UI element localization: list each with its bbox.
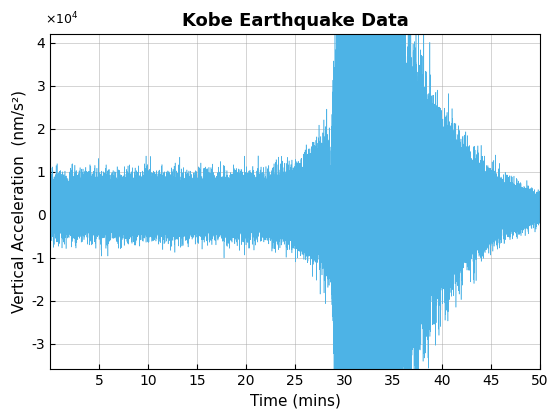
Y-axis label: Vertical Acceleration  (nm/s²): Vertical Acceleration (nm/s²) bbox=[11, 90, 26, 313]
X-axis label: Time (mins): Time (mins) bbox=[250, 394, 340, 409]
Text: $\times10^4$: $\times10^4$ bbox=[45, 11, 79, 27]
Title: Kobe Earthquake Data: Kobe Earthquake Data bbox=[182, 12, 409, 30]
